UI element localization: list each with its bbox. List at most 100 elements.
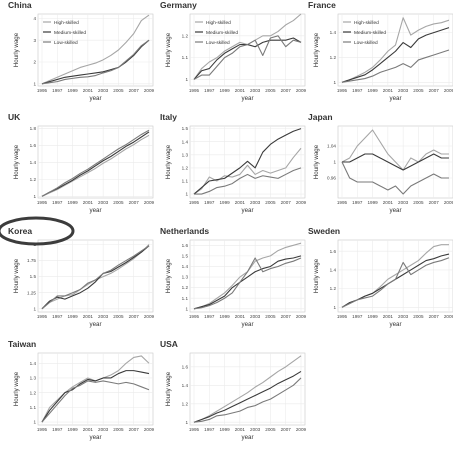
y-axis-label: Hourly wage: [165, 32, 172, 67]
y-axis-label: Hourly wage: [13, 144, 20, 179]
x-tick-label: 2001: [383, 314, 394, 319]
x-tick-label: 2007: [281, 427, 292, 432]
y-tick-label: 1.3: [30, 376, 37, 381]
panel-sweden: Sweden 1995 1997 1999 2001 2003 2005 2007 2009 1 1…: [308, 226, 453, 328]
y-tick-label: 1.1: [182, 179, 189, 184]
x-tick-label: 2003: [398, 200, 409, 205]
x-tick-label: 1997: [52, 427, 63, 432]
y-tick-label: 1.4: [30, 361, 37, 366]
series-line-high-skilled: [193, 147, 302, 195]
y-tick-label: 1.6: [182, 243, 189, 248]
x-tick-label: 2007: [129, 200, 140, 205]
x-tick-label: 2003: [250, 88, 261, 93]
x-tick-label: 2005: [413, 314, 424, 319]
x-tick-label: 2005: [265, 427, 276, 432]
y-tick-label: 1.4: [330, 268, 337, 273]
y-tick-label: 1.5: [182, 126, 189, 131]
y-axis-label: Hourly wage: [13, 371, 20, 406]
panel-netherlands: Netherlands 1995 1997 1999 2001 2003 2005 2007 2…: [160, 226, 307, 328]
panel-china: China 1995 1997 1999 2001 2003 2005 2007 2009 1 2 3…: [8, 0, 155, 102]
x-tick-label: 1999: [219, 427, 230, 432]
legend-entry: High-skilled: [206, 20, 231, 26]
y-tick-label: 1.1: [30, 405, 37, 410]
series-line-low-skilled: [193, 257, 302, 310]
series-line-low-skilled: [341, 257, 450, 308]
y-tick-label: 1.5: [30, 274, 37, 279]
x-tick-label: 2001: [83, 88, 94, 93]
x-tick-label: 2009: [296, 314, 307, 319]
x-tick-label: 1995: [37, 200, 48, 205]
panel-title: Korea: [8, 226, 32, 236]
x-tick-label: 1995: [37, 427, 48, 432]
series-line-high-skilled: [41, 134, 150, 197]
panel-germany: Germany 1995 1997 1999 2001 2003 2005 2007 2009 1…: [160, 0, 307, 102]
legend: High-skilled Medium-skilled Low-skilled: [343, 20, 386, 46]
panel-uk: UK 1995 1997 1999 2001 2003 2005 2007 2009 1 1.2 1.…: [8, 112, 155, 214]
y-tick-label: 1.3: [182, 275, 189, 280]
x-tick-label: 1995: [37, 314, 48, 319]
x-tick-label: 2009: [144, 200, 155, 205]
series-line-high-skilled: [193, 355, 302, 423]
y-tick-label: 4: [33, 16, 36, 21]
y-tick-label: 1.04: [327, 144, 336, 149]
y-axis-label: Hourly wage: [13, 258, 20, 293]
series-line-medium-skilled: [193, 255, 302, 310]
series-line-low-skilled: [341, 161, 449, 195]
panel-france: France 1995 1997 1999 2001 2003 2005 2007 2009 1 1…: [308, 0, 453, 102]
x-tick-label: 2007: [429, 88, 440, 93]
x-axis-label: year: [241, 321, 253, 328]
y-tick-label: 1: [185, 306, 188, 311]
legend: High-skilled Medium-skilled Low-skilled: [43, 20, 86, 46]
x-tick-label: 2009: [296, 200, 307, 205]
y-tick-label: 1.2: [330, 286, 337, 291]
x-tick-label: 2001: [383, 88, 394, 93]
x-tick-label: 2009: [296, 427, 307, 432]
x-tick-label: 1995: [189, 314, 200, 319]
panel-korea: Korea 1995 1997 1999 2001 2003 2005 2007 2009 1 1.…: [0, 216, 155, 328]
y-tick-label: 1: [185, 192, 188, 197]
x-tick-label: 1999: [67, 88, 78, 93]
legend-entry: High-skilled: [54, 20, 79, 26]
x-tick-label: 2005: [265, 88, 276, 93]
x-tick-label: 2005: [113, 200, 124, 205]
x-tick-label: 2009: [444, 314, 453, 319]
panel-title: UK: [8, 112, 21, 122]
series-line-high-skilled: [341, 17, 450, 83]
y-tick-label: 1: [185, 420, 188, 425]
y-tick-label: 3: [33, 38, 36, 43]
x-tick-label: 1995: [189, 200, 200, 205]
x-tick-label: 1995: [189, 88, 200, 93]
panel-title: France: [308, 0, 336, 10]
y-tick-label: 1: [333, 305, 336, 310]
x-tick-label: 2009: [144, 427, 155, 432]
series-line-medium-skilled: [342, 153, 449, 171]
y-tick-label: 0.96: [327, 176, 336, 181]
x-tick-label: 2007: [129, 427, 140, 432]
panel-title: Sweden: [308, 226, 340, 236]
y-tick-label: 1.2: [182, 285, 189, 290]
y-tick-label: 1.6: [30, 143, 37, 148]
y-tick-label: 1.75: [27, 258, 36, 263]
x-axis-label: year: [241, 95, 253, 102]
x-tick-label: 2009: [296, 88, 307, 93]
x-tick-label: 1995: [337, 88, 348, 93]
y-tick-label: 1.4: [330, 30, 337, 35]
series-line-low-skilled: [193, 377, 302, 423]
x-tick-label: 2003: [98, 200, 109, 205]
legend: High-skilled Medium-skilled Low-skilled: [195, 20, 238, 46]
y-tick-label: 1.2: [30, 390, 37, 395]
panel-usa: USA 1995 1997 1999 2001 2003 2005 2007 2009 1 1.2 1…: [160, 339, 307, 441]
panel-title: Italy: [160, 112, 177, 122]
x-tick-label: 1999: [367, 200, 378, 205]
y-tick-label: 1.4: [182, 383, 189, 388]
y-tick-label: 1: [333, 160, 336, 165]
x-axis-label: year: [389, 95, 401, 102]
x-tick-label: 1999: [67, 200, 78, 205]
x-tick-label: 1999: [67, 314, 78, 319]
y-tick-label: 1: [33, 81, 36, 86]
x-axis-label: year: [389, 321, 401, 328]
x-tick-label: 2007: [429, 314, 440, 319]
y-tick-label: 1.2: [182, 33, 189, 38]
x-axis-label: year: [389, 207, 401, 214]
x-tick-label: 1999: [219, 88, 230, 93]
